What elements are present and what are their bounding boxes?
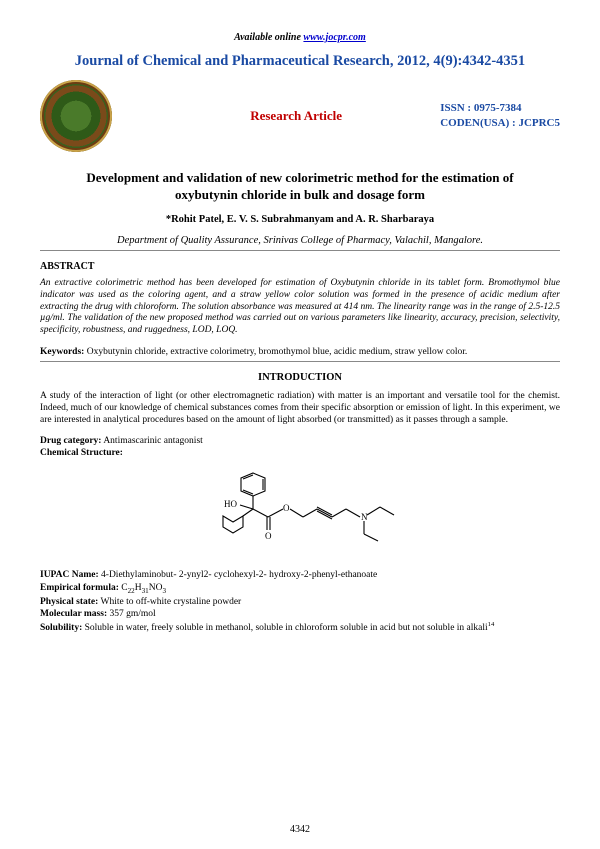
issn-line: ISSN : 0975-7384 xyxy=(440,101,560,116)
journal-url-link[interactable]: www.jocpr.com xyxy=(303,32,365,43)
empirical-o: 3 xyxy=(162,587,166,595)
physical-state-line: Physical state: White to off-white cryst… xyxy=(40,596,560,608)
molecule-svg: HO O O N xyxy=(180,467,420,557)
iupac-label: IUPAC Name: xyxy=(40,570,99,580)
introduction-para-1: A study of the interaction of light (or … xyxy=(40,391,560,427)
drug-category-label: Drug category: xyxy=(40,436,101,446)
authors-line: *Rohit Patel, E. V. S. Subrahmanyam and … xyxy=(40,214,560,225)
label-O-ester: O xyxy=(283,503,290,513)
coden-line: CODEN(USA) : JCPRC5 xyxy=(440,116,560,131)
affiliation-line: Department of Quality Assurance, Sriniva… xyxy=(40,235,560,246)
label-O-carbonyl: O xyxy=(265,531,272,541)
introduction-heading: INTRODUCTION xyxy=(40,372,560,383)
label-HO: HO xyxy=(224,499,237,509)
empirical-h: 31 xyxy=(142,587,149,595)
physical-state-label: Physical state: xyxy=(40,597,98,607)
header-row: Research Article ISSN : 0975-7384 CODEN(… xyxy=(40,80,560,152)
keywords-label: Keywords: xyxy=(40,347,84,357)
keywords-text: Oxybutynin chloride, extractive colorime… xyxy=(84,347,467,357)
empirical-c: 22 xyxy=(128,587,135,595)
iupac-line: IUPAC Name: 4-Diethylaminobut- 2-ynyl2- … xyxy=(40,569,560,581)
molecular-mass-value: 357 gm/mol xyxy=(107,609,156,619)
keywords-line: Keywords: Oxybutynin chloride, extractiv… xyxy=(40,347,560,357)
issn-block: ISSN : 0975-7384 CODEN(USA) : JCPRC5 xyxy=(440,101,560,131)
solubility-line: Solubility: Soluble in water, freely sol… xyxy=(40,621,560,635)
physical-state-value: White to off-white crystaline powder xyxy=(98,597,241,607)
abstract-body: An extractive colorimetric method has be… xyxy=(40,278,560,337)
solubility-value: Soluble in water, freely soluble in meth… xyxy=(82,623,487,633)
empirical-no-pre: NO xyxy=(149,583,163,593)
label-N: N xyxy=(361,512,368,522)
iupac-value: 4-Diethylaminobut- 2-ynyl2- cyclohexyl-2… xyxy=(99,570,378,580)
journal-title: Journal of Chemical and Pharmaceutical R… xyxy=(40,53,560,70)
chemical-structure-label-line: Chemical Structure: xyxy=(40,447,560,459)
divider-mid xyxy=(40,361,560,362)
available-online-line: Available online www.jocpr.com xyxy=(40,32,560,43)
available-online-prefix: Available online xyxy=(234,32,303,43)
article-type-label: Research Article xyxy=(250,108,342,124)
page-number: 4342 xyxy=(0,824,600,835)
drug-category-line: Drug category: Antimascarinic antagonist xyxy=(40,435,560,447)
solubility-ref: 14 xyxy=(488,621,495,628)
molecular-mass-label: Molecular mass: xyxy=(40,609,107,619)
journal-seal-icon xyxy=(40,80,112,152)
chemical-structure-label: Chemical Structure: xyxy=(40,448,123,458)
empirical-formula-line: Empirical formula: C22H31NO3 xyxy=(40,582,560,596)
drug-category-value: Antimascarinic antagonist xyxy=(101,436,202,446)
empirical-c-pre: C xyxy=(119,583,128,593)
abstract-heading: ABSTRACT xyxy=(40,261,560,272)
divider-top xyxy=(40,250,560,251)
empirical-h-pre: H xyxy=(135,583,142,593)
solubility-label: Solubility: xyxy=(40,623,82,633)
chemical-structure-figure: HO O O N xyxy=(40,467,560,557)
paper-title: Development and validation of new colori… xyxy=(60,170,540,204)
empirical-label: Empirical formula: xyxy=(40,583,119,593)
molecular-mass-line: Molecular mass: 357 gm/mol xyxy=(40,608,560,620)
